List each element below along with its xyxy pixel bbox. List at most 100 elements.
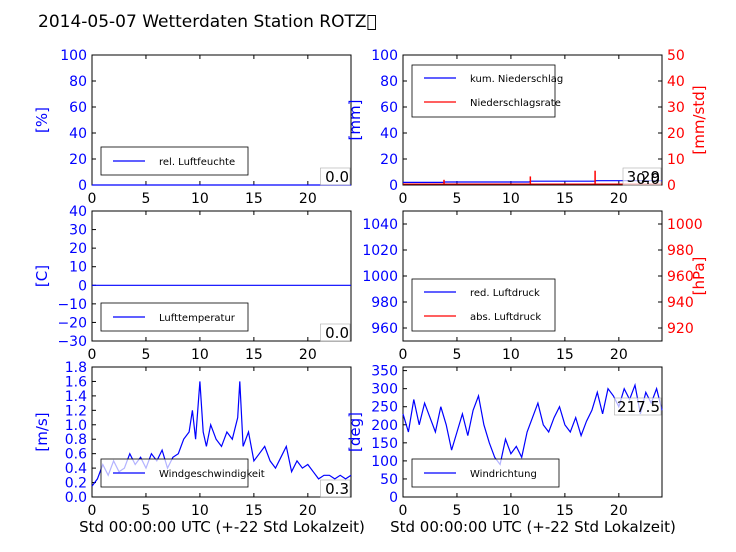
- precip-xtick-label: 20: [610, 191, 628, 207]
- precip-ytick-label-right: 10: [667, 152, 685, 168]
- precip-ylabel-right: [mm/std]: [690, 85, 708, 154]
- wind-xtick-label: 0: [88, 503, 97, 519]
- humidity-value-label: 0.0: [325, 168, 349, 186]
- pressure-xtick-label: 20: [610, 347, 628, 363]
- pressure-xtick-label: 15: [556, 347, 574, 363]
- humidity-ylabel: [%]: [33, 107, 51, 133]
- precip-legend-box: [411, 64, 556, 118]
- humidity-ytick-label: 0: [78, 178, 87, 194]
- pressure-legend-box: [411, 278, 556, 332]
- precip-xtick-label: 0: [399, 191, 408, 207]
- temperature-xtick-label: 10: [191, 347, 209, 363]
- pressure-ytick-label: 1040: [362, 217, 398, 233]
- precip-ytick-label-right: 40: [667, 74, 685, 90]
- temperature-ytick-label: −10: [57, 297, 87, 313]
- pressure-ytick-label-right: 1000: [667, 217, 703, 233]
- temperature-ytick-label: 0: [78, 278, 87, 294]
- temperature-ytick-label: 20: [69, 241, 87, 257]
- temperature-xtick-label: 5: [141, 347, 150, 363]
- precip-ytick-label-right: 0: [667, 178, 676, 194]
- winddir-ytick-label: 350: [371, 364, 398, 380]
- wind-ytick-label: 1.4: [65, 389, 87, 405]
- pressure-xtick-label: 0: [399, 347, 408, 363]
- pressure-legend-label: abs. Luftdruck: [470, 312, 541, 323]
- precip-ytick-label: 20: [380, 152, 398, 168]
- wind-value-label: 0.3: [325, 480, 349, 498]
- humidity-xtick-label: 20: [299, 191, 317, 207]
- wind-value-box: [320, 479, 351, 498]
- winddir-ytick-label: 150: [371, 436, 398, 452]
- pressure-ylabel-right: [hPa]: [690, 257, 708, 296]
- pressure-xtick-label: 5: [452, 347, 461, 363]
- pressure-ytick-label-right: 960: [667, 269, 694, 285]
- winddir-xtick-label: 20: [610, 503, 628, 519]
- wind-ytick-label: 0.0: [65, 490, 87, 506]
- pressure-ytick-label: 1000: [362, 269, 398, 285]
- humidity-ytick-label: 60: [69, 100, 87, 116]
- precip-ytick-label: 40: [380, 126, 398, 142]
- winddir-series-line: [402, 382, 663, 466]
- precip-value-label-2: 0.0: [636, 170, 660, 188]
- winddir-ytick-label: 250: [371, 400, 398, 416]
- precip-ytick-label: 0: [389, 178, 398, 194]
- winddir-value-label: 217.5: [617, 398, 660, 416]
- x-axis-label-right: Std 00:00:00 UTC (+-22 Std Lokalzeit): [390, 518, 676, 536]
- winddir-ytick-label: 0: [389, 490, 398, 506]
- wind-ytick-label: 0.2: [65, 476, 87, 492]
- wind-ytick-label: 1.0: [65, 418, 87, 434]
- wind-xtick-label: 20: [299, 503, 317, 519]
- humidity-xtick-label: 15: [245, 191, 263, 207]
- winddir-xtick-label: 5: [452, 503, 461, 519]
- winddir-legend-label: Windrichtung: [470, 469, 537, 480]
- wind-ytick-label: 0.4: [65, 461, 87, 477]
- precip-axes-frame: [402, 54, 663, 186]
- precip-legend-label: Niederschlagsrate: [470, 98, 561, 109]
- winddir-xtick-label: 0: [399, 503, 408, 519]
- pressure-xtick-label: 10: [502, 347, 520, 363]
- pressure-ytick-label: 980: [371, 295, 398, 311]
- wind-xtick-label: 5: [141, 503, 150, 519]
- precip-value-label: 3.29: [627, 168, 660, 186]
- humidity-ytick-label: 80: [69, 74, 87, 90]
- precip-ytick-label-right: 50: [667, 48, 685, 64]
- precip-ytick-label: 80: [380, 74, 398, 90]
- temperature-ytick-label: 10: [69, 260, 87, 276]
- winddir-axes-frame: [402, 366, 663, 498]
- wind-ytick-label: 0.6: [65, 447, 87, 463]
- precip-ytick-label-right: 20: [667, 126, 685, 142]
- pressure-legend-label: red. Luftdruck: [470, 288, 540, 299]
- temperature-axes-frame: [91, 210, 352, 342]
- precip-xtick-label: 5: [452, 191, 461, 207]
- temperature-xtick-label: 20: [299, 347, 317, 363]
- wind-ytick-label: 1.8: [65, 360, 87, 376]
- temperature-ytick-label: 30: [69, 223, 87, 239]
- precip-xtick-label: 15: [556, 191, 574, 207]
- temperature-ytick-label: −30: [57, 334, 87, 350]
- wind-ylabel: [m/s]: [33, 412, 51, 451]
- wind-legend-box: [100, 458, 249, 488]
- humidity-xtick-label: 10: [191, 191, 209, 207]
- humidity-ytick-label: 100: [60, 48, 87, 64]
- temperature-xtick-label: 15: [245, 347, 263, 363]
- x-axis-label-left: Std 00:00:00 UTC (+-22 Std Lokalzeit): [79, 518, 365, 536]
- wind-ytick-label: 1.6: [65, 374, 87, 390]
- pressure-ytick-label-right: 940: [667, 295, 694, 311]
- humidity-xtick-label: 0: [88, 191, 97, 207]
- wind-ytick-label: 1.2: [65, 403, 87, 419]
- humidity-value-box: [320, 167, 351, 186]
- precip-value-box: [622, 167, 662, 186]
- temperature-value-box: [320, 323, 351, 342]
- winddir-value-box: [614, 397, 662, 416]
- figure-title: 2014-05-07 Wetterdaten Station ROTZ : [38, 12, 377, 32]
- temperature-ylabel: [C]: [33, 265, 51, 287]
- winddir-xtick-label: 10: [502, 503, 520, 519]
- wind-ytick-label: 0.8: [65, 432, 87, 448]
- winddir-ylabel: [deg]: [346, 412, 364, 452]
- pressure-ytick-label-right: 920: [667, 321, 694, 337]
- temperature-xtick-label: 0: [88, 347, 97, 363]
- temperature-ytick-label: 40: [69, 204, 87, 220]
- pressure-ytick-label: 960: [371, 321, 398, 337]
- precip-ytick-label-right: 30: [667, 100, 685, 116]
